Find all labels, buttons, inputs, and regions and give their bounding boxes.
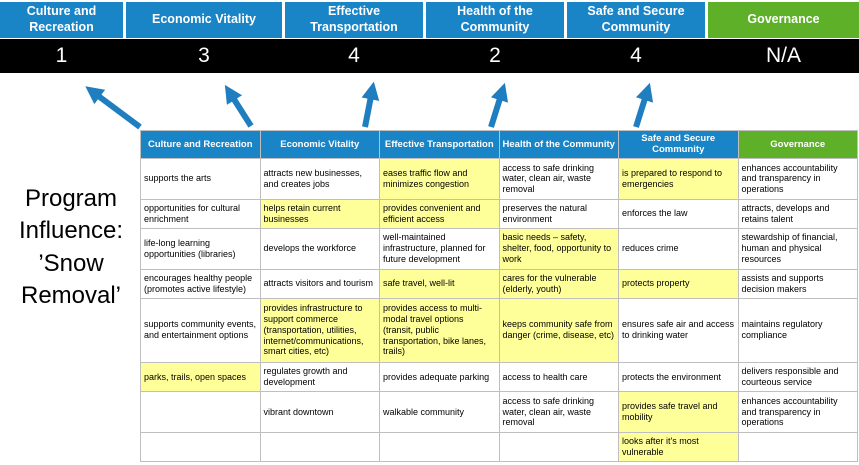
up-arrow-safe — [633, 82, 654, 128]
matrix-row: looks after it's most vulnerable — [140, 431, 858, 463]
matrix-cell: parks, trails, open spaces — [140, 361, 261, 393]
matrix-cell: life-long learning opportunities (librar… — [140, 227, 261, 270]
matrix-cell: walkable community — [379, 391, 500, 433]
matrix-cell: protects the environment — [618, 361, 739, 393]
matrix-cell: opportunities for cultural enrichment — [140, 198, 261, 229]
matrix-cell: assists and supports decision makers — [737, 268, 858, 299]
matrix-cell: attracts new businesses, and creates job… — [259, 157, 380, 200]
pillar-header: Economic Vitality — [126, 2, 282, 38]
matrix-cell: cares for the vulnerable (elderly, youth… — [498, 268, 619, 299]
pillar-header: Effective Transportation — [285, 2, 423, 38]
matrix-header: Effective Transportation — [379, 130, 500, 159]
score-value-row: 1 3 4 2 4 N/A — [0, 39, 859, 73]
matrix-cell: attracts, develops and retains talent — [737, 198, 858, 229]
matrix-cell: well-maintained infrastructure, planned … — [379, 227, 500, 270]
pillar-header: Health of the Community — [426, 2, 564, 38]
matrix-cell — [259, 431, 380, 463]
matrix-cell: enhances accountability and transparency… — [737, 157, 858, 200]
matrix-row: vibrant downtown walkable community access… — [140, 391, 858, 433]
matrix-cell: basic needs – safety, shelter, food, opp… — [498, 227, 619, 270]
matrix-cell — [140, 431, 261, 463]
matrix-header: Governance — [737, 130, 858, 159]
matrix-cell — [737, 431, 858, 463]
matrix-header: Culture and Recreation — [140, 130, 261, 159]
matrix-cell — [498, 431, 619, 463]
pillar-score: N/A — [765, 44, 801, 67]
up-arrow-health — [488, 82, 509, 128]
pillar-header: Culture and Recreation — [0, 2, 123, 38]
matrix-row: supports the arts attracts new businesses… — [140, 157, 858, 200]
matrix-header: Economic Vitality — [259, 130, 380, 159]
matrix-header: Safe and Secure Community — [618, 130, 739, 159]
matrix-cell: regulates growth and development — [259, 361, 380, 393]
matrix-cell — [140, 391, 261, 433]
matrix-cell: provides access to multi-modal travel op… — [379, 297, 500, 364]
matrix-cell: protects property — [618, 268, 739, 299]
score-header-row: Culture and Recreation Economic Vitality E… — [0, 2, 859, 38]
matrix-body: supports the arts attracts new businesses… — [140, 157, 858, 463]
up-arrow-transportation — [361, 81, 380, 128]
program-influence-label: Program Influence: ’Snow Removal’ — [0, 183, 142, 313]
up-arrow-economic — [224, 84, 254, 128]
matrix-cell: looks after it's most vulnerable — [618, 431, 739, 463]
pillar-score: 4 — [348, 44, 360, 67]
matrix-row: parks, trails, open spaces regulates grow… — [140, 361, 858, 393]
matrix-cell: provides convenient and efficient access — [379, 198, 500, 229]
pillar-header: Safe and Secure Community — [567, 2, 705, 38]
matrix-cell: delivers responsible and courteous servi… — [737, 361, 858, 393]
matrix-cell: supports community events, and entertain… — [140, 297, 261, 364]
matrix-cell: access to health care — [498, 361, 619, 393]
pillar-score: 3 — [198, 44, 210, 67]
pillar-header: Governance — [708, 2, 859, 38]
matrix-cell: stewardship of financial, human and phys… — [737, 227, 858, 270]
matrix-cell: keeps community safe from danger (crime,… — [498, 297, 619, 364]
pillar-score: 2 — [489, 44, 501, 67]
influence-matrix: Culture and Recreation Economic Vitality E… — [140, 130, 858, 463]
pillar-score: 1 — [55, 44, 68, 67]
matrix-head-row: Culture and Recreation Economic Vitality E… — [140, 130, 858, 159]
matrix-row: encourages healthy people (promotes acti… — [140, 268, 858, 299]
matrix-cell: maintains regulatory compliance — [737, 297, 858, 364]
matrix-row: opportunities for cultural enrichment hel… — [140, 198, 858, 229]
matrix-cell: provides infrastructure to support comme… — [259, 297, 380, 364]
matrix-row: supports community events, and entertain… — [140, 297, 858, 364]
matrix-cell: reduces crime — [618, 227, 739, 270]
matrix-cell: ensures safe air and access to drinking … — [618, 297, 739, 364]
matrix-cell: preserves the natural environment — [498, 198, 619, 229]
matrix-cell: eases traffic flow and minimizes congest… — [379, 157, 500, 200]
program-influence-line2: ’Snow Removal’ — [20, 249, 122, 310]
matrix-cell: access to safe drinking water, clean air… — [498, 157, 619, 200]
matrix-cell: enhances accountability and transparency… — [737, 391, 858, 433]
matrix-cell: supports the arts — [140, 157, 261, 200]
matrix-cell: safe travel, well-lit — [379, 268, 500, 299]
matrix-cell: helps retain current businesses — [259, 198, 380, 229]
matrix-cell: is prepared to respond to emergencies — [618, 157, 739, 200]
matrix-row: life-long learning opportunities (librar… — [140, 227, 858, 270]
matrix-cell: provides safe travel and mobility — [618, 391, 739, 433]
matrix-cell: access to safe drinking water, clean air… — [498, 391, 619, 433]
matrix-cell: attracts visitors and tourism — [259, 268, 380, 299]
matrix-cell: develops the workforce — [259, 227, 380, 270]
pillar-score: 4 — [630, 44, 642, 67]
matrix-cell: encourages healthy people (promotes acti… — [140, 268, 261, 299]
matrix-header: Health of the Community — [498, 130, 619, 159]
matrix-cell — [379, 431, 500, 463]
up-arrow-culture — [85, 86, 142, 130]
matrix-cell: vibrant downtown — [259, 391, 380, 433]
matrix-cell: provides adequate parking — [379, 361, 500, 393]
program-influence-line1: Program Influence: — [18, 185, 124, 245]
matrix-cell: enforces the law — [618, 198, 739, 229]
